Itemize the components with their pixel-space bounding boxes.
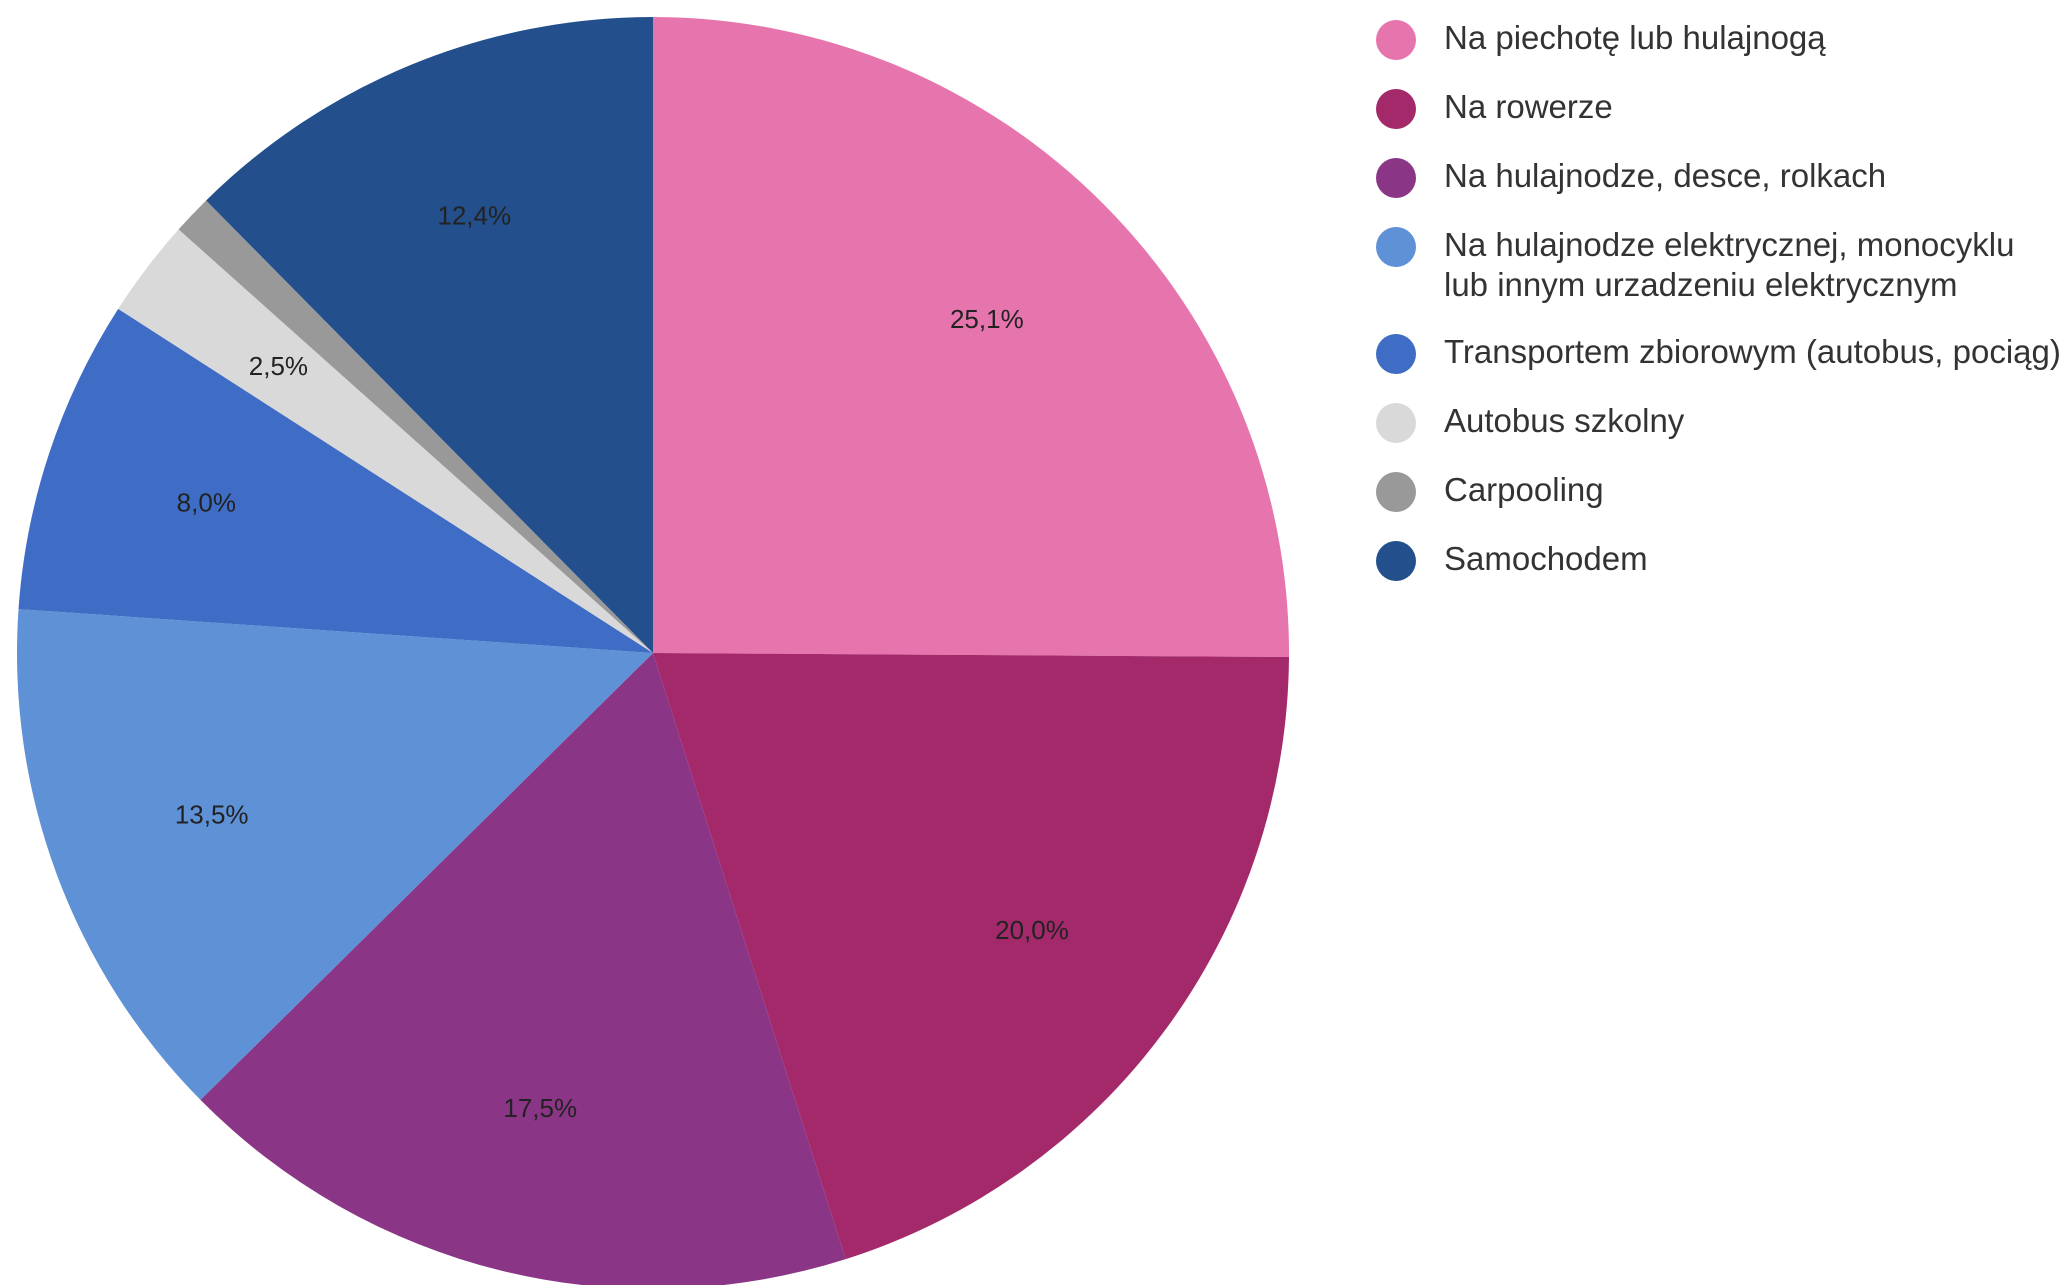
legend-marker [1376,227,1416,267]
slice-label: 13,5% [175,799,249,829]
legend-item: Na piechotę lub hulajnogą [1376,18,2066,60]
legend-marker [1376,158,1416,198]
legend-label: Na piechotę lub hulajnogą [1444,19,1826,56]
legend-item: Na rowerze [1376,87,2066,129]
slice-label: 20,0% [995,915,1069,945]
legend-item: Transportem zbiorowym (autobus, pociąg) [1376,332,2066,374]
legend-label: Na rowerze [1444,88,1613,125]
pie-slice [200,653,846,1285]
legend-label: Carpooling [1444,471,1604,508]
legend: Na piechotę lub hulajnogą Na rowerze Na hu… [1376,18,2066,608]
pie-slice [653,17,1289,657]
legend-item: Na hulajnodze elektrycznej, monocyklu lu… [1376,225,2066,305]
slice-label: 8,0% [177,488,236,518]
slice-label: 17,5% [503,1093,577,1123]
legend-marker [1376,472,1416,512]
pie-slice [653,653,1289,1260]
legend-label: Transportem zbiorowym (autobus, pociąg) [1444,333,2061,370]
legend-label: Samochodem [1444,540,1648,577]
slice-label: 25,1% [950,304,1024,334]
legend-item: Autobus szkolny [1376,401,2066,443]
legend-label: Na hulajnodze elektrycznej, monocyklu lu… [1444,226,2015,303]
legend-item: Samochodem [1376,539,2066,581]
pie-slice [206,17,653,653]
legend-marker [1376,89,1416,129]
pie-slice [18,308,654,653]
slice-label: 12,4% [437,200,511,230]
chart: 25,1% 20,0% 17,5% 13,5% 8,0% 2,5% 12,4% [16,17,1289,1285]
legend-marker [1376,334,1416,374]
slice-label: 2,5% [249,351,308,381]
pie-slice [118,229,654,654]
legend-label: Na hulajnodze, desce, rolkach [1444,157,1887,194]
legend-item: Carpooling [1376,470,2066,512]
legend-item: Na hulajnodze, desce, rolkach [1376,156,2066,198]
legend-marker [1376,20,1416,60]
pie-slice [16,609,653,1100]
legend-marker [1376,541,1416,581]
legend-marker [1376,403,1416,443]
legend-label: Autobus szkolny [1444,402,1685,439]
pie-slice [178,200,654,653]
